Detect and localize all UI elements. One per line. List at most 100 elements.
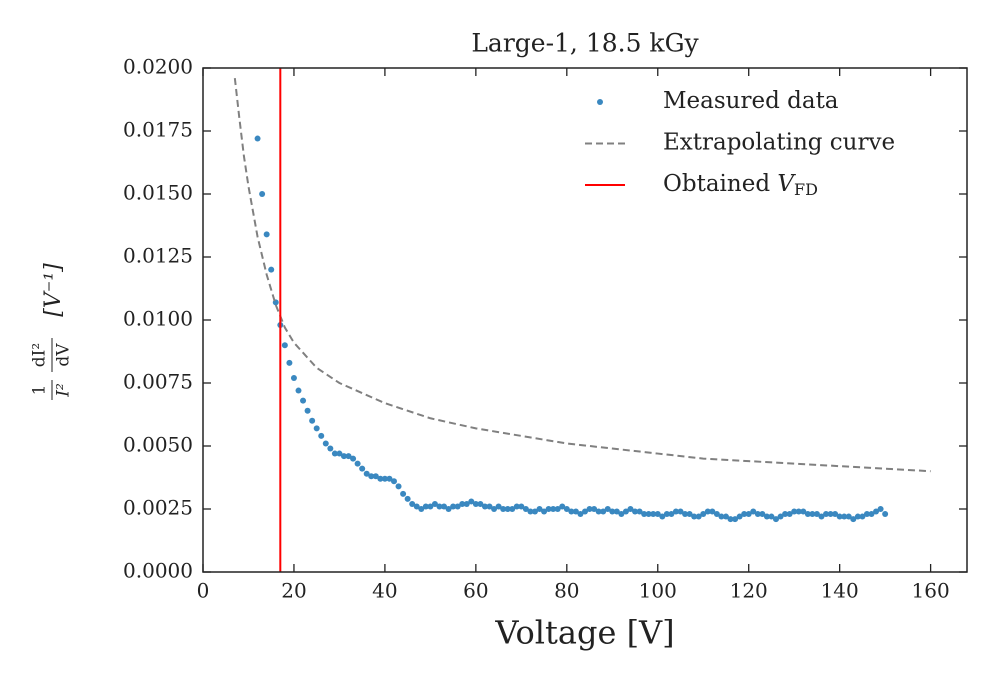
data-point <box>827 511 834 518</box>
y-tick-label: 0.0075 <box>123 370 193 394</box>
legend-text: Obtained <box>663 171 777 197</box>
data-point <box>318 432 325 439</box>
data-point <box>877 506 884 512</box>
data-point <box>504 506 511 512</box>
data-point <box>841 513 848 520</box>
data-point <box>404 495 411 502</box>
data-point <box>377 475 384 482</box>
data-point <box>536 506 543 512</box>
data-point <box>718 513 725 520</box>
x-tick-label: 160 <box>912 579 950 603</box>
x-tick-label: 100 <box>639 579 677 603</box>
legend-text-italic: V <box>777 171 796 197</box>
data-point <box>268 266 275 273</box>
data-point <box>763 513 770 520</box>
data-point <box>431 500 438 507</box>
data-point <box>427 503 434 510</box>
y-tick-label: 0.0175 <box>123 118 193 142</box>
data-point <box>659 513 666 520</box>
data-point <box>522 506 529 512</box>
data-point <box>531 508 538 515</box>
data-point <box>800 508 807 515</box>
data-point <box>791 508 798 515</box>
data-point <box>636 508 643 515</box>
data-point <box>541 508 548 515</box>
data-point <box>809 511 816 518</box>
data-point <box>654 511 661 518</box>
y-label-part: I² <box>54 383 74 398</box>
data-point <box>882 511 889 518</box>
data-point <box>672 508 679 515</box>
data-point <box>709 508 716 515</box>
data-point <box>363 470 370 477</box>
data-point <box>759 511 766 518</box>
data-point <box>713 511 720 518</box>
data-point <box>486 503 493 510</box>
data-point <box>622 508 629 515</box>
data-point <box>645 511 652 518</box>
data-point <box>422 503 429 510</box>
data-point <box>472 500 479 507</box>
x-tick-label: 0 <box>197 579 210 603</box>
data-point <box>873 508 880 515</box>
data-point <box>863 511 870 518</box>
data-point <box>572 508 579 515</box>
data-point <box>454 503 461 510</box>
data-point <box>750 508 757 515</box>
data-point <box>331 450 338 457</box>
data-point <box>563 506 570 512</box>
data-point <box>736 513 743 520</box>
data-point <box>400 490 407 497</box>
data-point <box>591 506 598 512</box>
x-tick-label: 120 <box>730 579 768 603</box>
data-point <box>632 508 639 515</box>
data-point <box>663 511 670 518</box>
data-point <box>554 506 561 512</box>
data-point <box>850 516 857 523</box>
data-point <box>295 387 302 394</box>
data-point <box>682 511 689 518</box>
data-point <box>741 511 748 518</box>
data-point <box>695 513 702 520</box>
data-point <box>459 500 466 507</box>
data-point <box>773 516 779 523</box>
data-point <box>413 503 420 510</box>
data-point <box>418 506 425 512</box>
data-point <box>845 513 852 520</box>
data-point <box>627 506 634 512</box>
data-point <box>650 511 657 518</box>
data-point <box>309 417 316 424</box>
data-point <box>313 425 320 432</box>
data-point <box>868 511 875 518</box>
x-tick-label: 80 <box>554 579 579 603</box>
data-point <box>500 506 507 512</box>
y-tick-label: 0.0100 <box>123 307 193 331</box>
data-point <box>372 473 379 480</box>
data-point <box>450 503 457 510</box>
data-point <box>550 506 557 512</box>
data-point <box>340 453 347 460</box>
y-tick-label: 0.0150 <box>123 181 193 205</box>
data-point <box>391 478 397 485</box>
data-point <box>732 516 739 523</box>
data-point <box>727 516 734 523</box>
x-tick-label: 140 <box>821 579 859 603</box>
data-point <box>577 511 584 518</box>
data-point <box>823 511 830 518</box>
data-point <box>513 503 520 510</box>
data-point <box>527 508 534 515</box>
data-point <box>336 450 343 457</box>
legend-marker <box>597 99 603 105</box>
data-point <box>745 511 752 518</box>
data-point <box>854 513 861 520</box>
data-point <box>436 503 443 510</box>
legend-label: Extrapolating curve <box>663 130 895 156</box>
data-point <box>768 513 775 520</box>
data-point <box>445 506 452 512</box>
y-label-part: dI² <box>30 343 50 367</box>
data-point <box>832 511 839 518</box>
data-point <box>618 511 625 518</box>
chart-title: Large-1, 18.5 kGy <box>471 29 699 58</box>
data-point <box>777 513 784 520</box>
